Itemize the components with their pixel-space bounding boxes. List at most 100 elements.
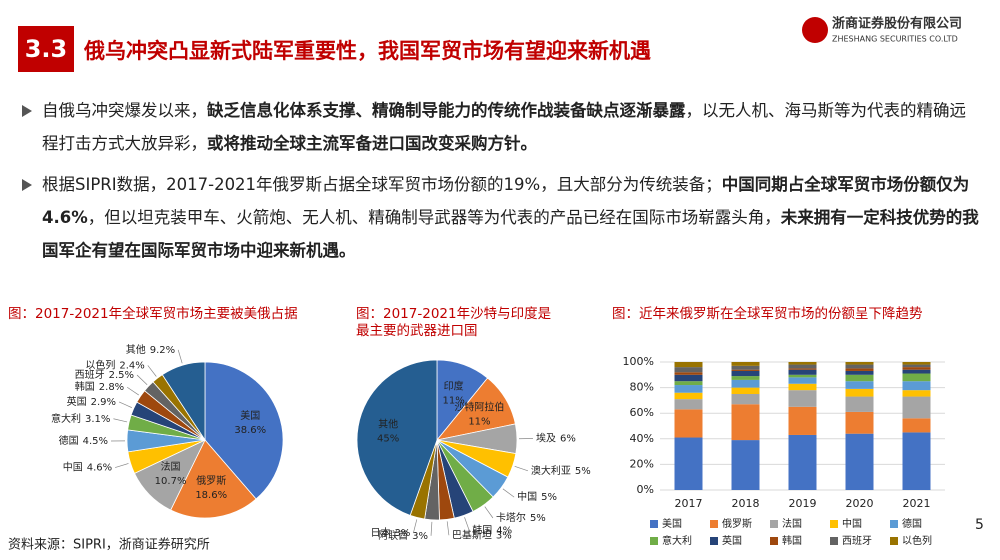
x-tick-label: 2019 xyxy=(789,497,817,510)
slice-name: 德国 xyxy=(59,434,79,447)
chart-title: 图：2017-2021年沙特与印度是最主要的武器进口国 xyxy=(356,306,551,339)
x-tick-label: 2021 xyxy=(903,497,931,510)
bar-segment xyxy=(902,367,931,370)
slice-label: 澳大利亚 5% xyxy=(531,464,591,477)
bar-segment xyxy=(788,406,817,435)
slice-label: 其他 xyxy=(378,418,398,431)
bar-segment xyxy=(845,374,874,382)
slice-label: 韩国 2.8% xyxy=(75,380,124,393)
slice-name: 英国 xyxy=(67,395,87,408)
leader-line xyxy=(430,521,433,536)
bar-segment xyxy=(674,385,703,393)
slice-label: 阿联酋 3% xyxy=(378,529,428,542)
slice-label: 意大利 3.1% xyxy=(51,412,110,425)
bar-segment xyxy=(674,409,703,438)
bar-segment xyxy=(845,411,874,434)
pie-slice xyxy=(204,361,284,500)
leader-line xyxy=(147,365,157,377)
bar-segment xyxy=(674,392,703,400)
legend-swatch xyxy=(770,520,778,528)
slice-value: 3% xyxy=(394,528,410,539)
bar-segment xyxy=(845,362,874,365)
bar-segment xyxy=(845,388,874,397)
legend-swatch xyxy=(830,537,838,545)
y-tick-label: 20% xyxy=(630,457,654,470)
leader-line xyxy=(177,349,183,364)
bullet-text: 自俄乌冲突爆发以来， xyxy=(42,101,207,120)
bar-segment xyxy=(674,367,703,373)
slice-name: 以色列 xyxy=(85,358,115,371)
legend-label: 俄罗斯 xyxy=(722,517,752,530)
bar-segment xyxy=(731,394,760,405)
y-tick-label: 60% xyxy=(630,406,654,419)
slice-value: 4% xyxy=(496,525,512,536)
logo-icon xyxy=(802,17,828,43)
pie-slice xyxy=(161,361,206,442)
slice-label: 俄罗斯 xyxy=(196,474,226,487)
slide-title: 俄乌冲突凸显新式陆军重要性，我国军贸市场有望迎来新机遇 xyxy=(83,39,651,63)
x-tick-label: 2020 xyxy=(846,497,874,510)
y-tick-label: 100% xyxy=(623,355,654,368)
bar-segment xyxy=(902,381,931,391)
bullet-text: ，但以坦克装甲车、火箭炮、无人机、精确制导武器等为代表的产品已经在国际市场崭露头… xyxy=(87,208,781,227)
slice-label: 巴基斯坦 3% xyxy=(452,528,512,541)
leader-line xyxy=(127,386,139,396)
bar-segment xyxy=(788,434,817,490)
slice-value: 2.9% xyxy=(91,397,116,408)
bar-segment xyxy=(731,379,760,388)
slice-value: 11% xyxy=(443,395,465,406)
leader-line xyxy=(464,517,470,531)
bullet: 根据SIPRI数据，2017-2021年俄罗斯占据全球军贸市场份额的19%，且大… xyxy=(22,168,982,267)
slice-name: 意大利 xyxy=(51,412,81,425)
slice-label: 以色列 2.4% xyxy=(85,358,144,371)
slice-label: 其他 9.2% xyxy=(126,343,175,356)
leader-line xyxy=(115,463,129,468)
bar-segment xyxy=(731,362,760,366)
slice-name: 澳大利亚 xyxy=(531,464,571,477)
chart-title-line: 图：2017-2021年沙特与印度是 xyxy=(356,306,551,322)
slice-name: 俄罗斯 xyxy=(196,474,226,487)
y-tick-label: 80% xyxy=(630,381,654,394)
bullet-text: 未来拥有一定科技优势的我国军企有望在国际军贸市场中迎来新机遇。 xyxy=(42,208,979,260)
bar-segment xyxy=(902,362,931,365)
slice-name: 埃及 xyxy=(536,432,556,445)
page-number: 5 xyxy=(975,517,984,533)
slice-name: 其他 xyxy=(378,418,398,431)
slice-value: 11% xyxy=(468,416,490,427)
slice-value: 9.2% xyxy=(150,345,175,356)
x-tick-label: 2018 xyxy=(732,497,760,510)
slice-value: 10.7% xyxy=(155,476,187,487)
slice-value: 3% xyxy=(412,531,428,542)
bar-segment xyxy=(731,387,760,394)
slice-name: 日本 xyxy=(370,526,390,539)
slice-value: 3% xyxy=(496,530,512,541)
slice-name: 中国 xyxy=(517,490,537,503)
bullet: 自俄乌冲突爆发以来，缺乏信息化体系支撑、精确制导能力的传统作战装备缺点逐渐暴露，… xyxy=(22,94,982,160)
legend-swatch xyxy=(830,520,838,528)
slice-name: 美国 xyxy=(240,409,260,422)
bar-segment xyxy=(845,381,874,389)
legend-label: 美国 xyxy=(662,517,682,530)
slice-value: 4.6% xyxy=(87,463,112,474)
section-number: 3.3 xyxy=(25,35,68,63)
bar-segment xyxy=(674,374,703,382)
bar-segment xyxy=(674,399,703,410)
bullet-marker xyxy=(22,179,32,191)
legend-swatch xyxy=(650,537,658,545)
slice-name: 韩国 xyxy=(472,523,492,536)
leader-line xyxy=(413,519,418,534)
legend-swatch xyxy=(890,537,898,545)
bar-segment xyxy=(788,369,817,375)
bullet-text: 或将推动全球主流军备进口国改变采购方针。 xyxy=(207,134,537,153)
slice-value: 5% xyxy=(541,492,557,503)
bullets: 自俄乌冲突爆发以来，缺乏信息化体系支撑、精确制导能力的传统作战装备缺点逐渐暴露，… xyxy=(22,94,982,275)
bar-segment xyxy=(731,440,760,490)
legend-swatch xyxy=(650,520,658,528)
leader-line xyxy=(113,418,128,423)
legend-swatch xyxy=(770,537,778,545)
slice-value: 2.8% xyxy=(99,382,124,393)
chart-title: 图：近年来俄罗斯在全球军贸市场的份额呈下降趋势 xyxy=(612,305,923,322)
bar-segment xyxy=(788,362,817,365)
bar-segment xyxy=(788,368,817,370)
